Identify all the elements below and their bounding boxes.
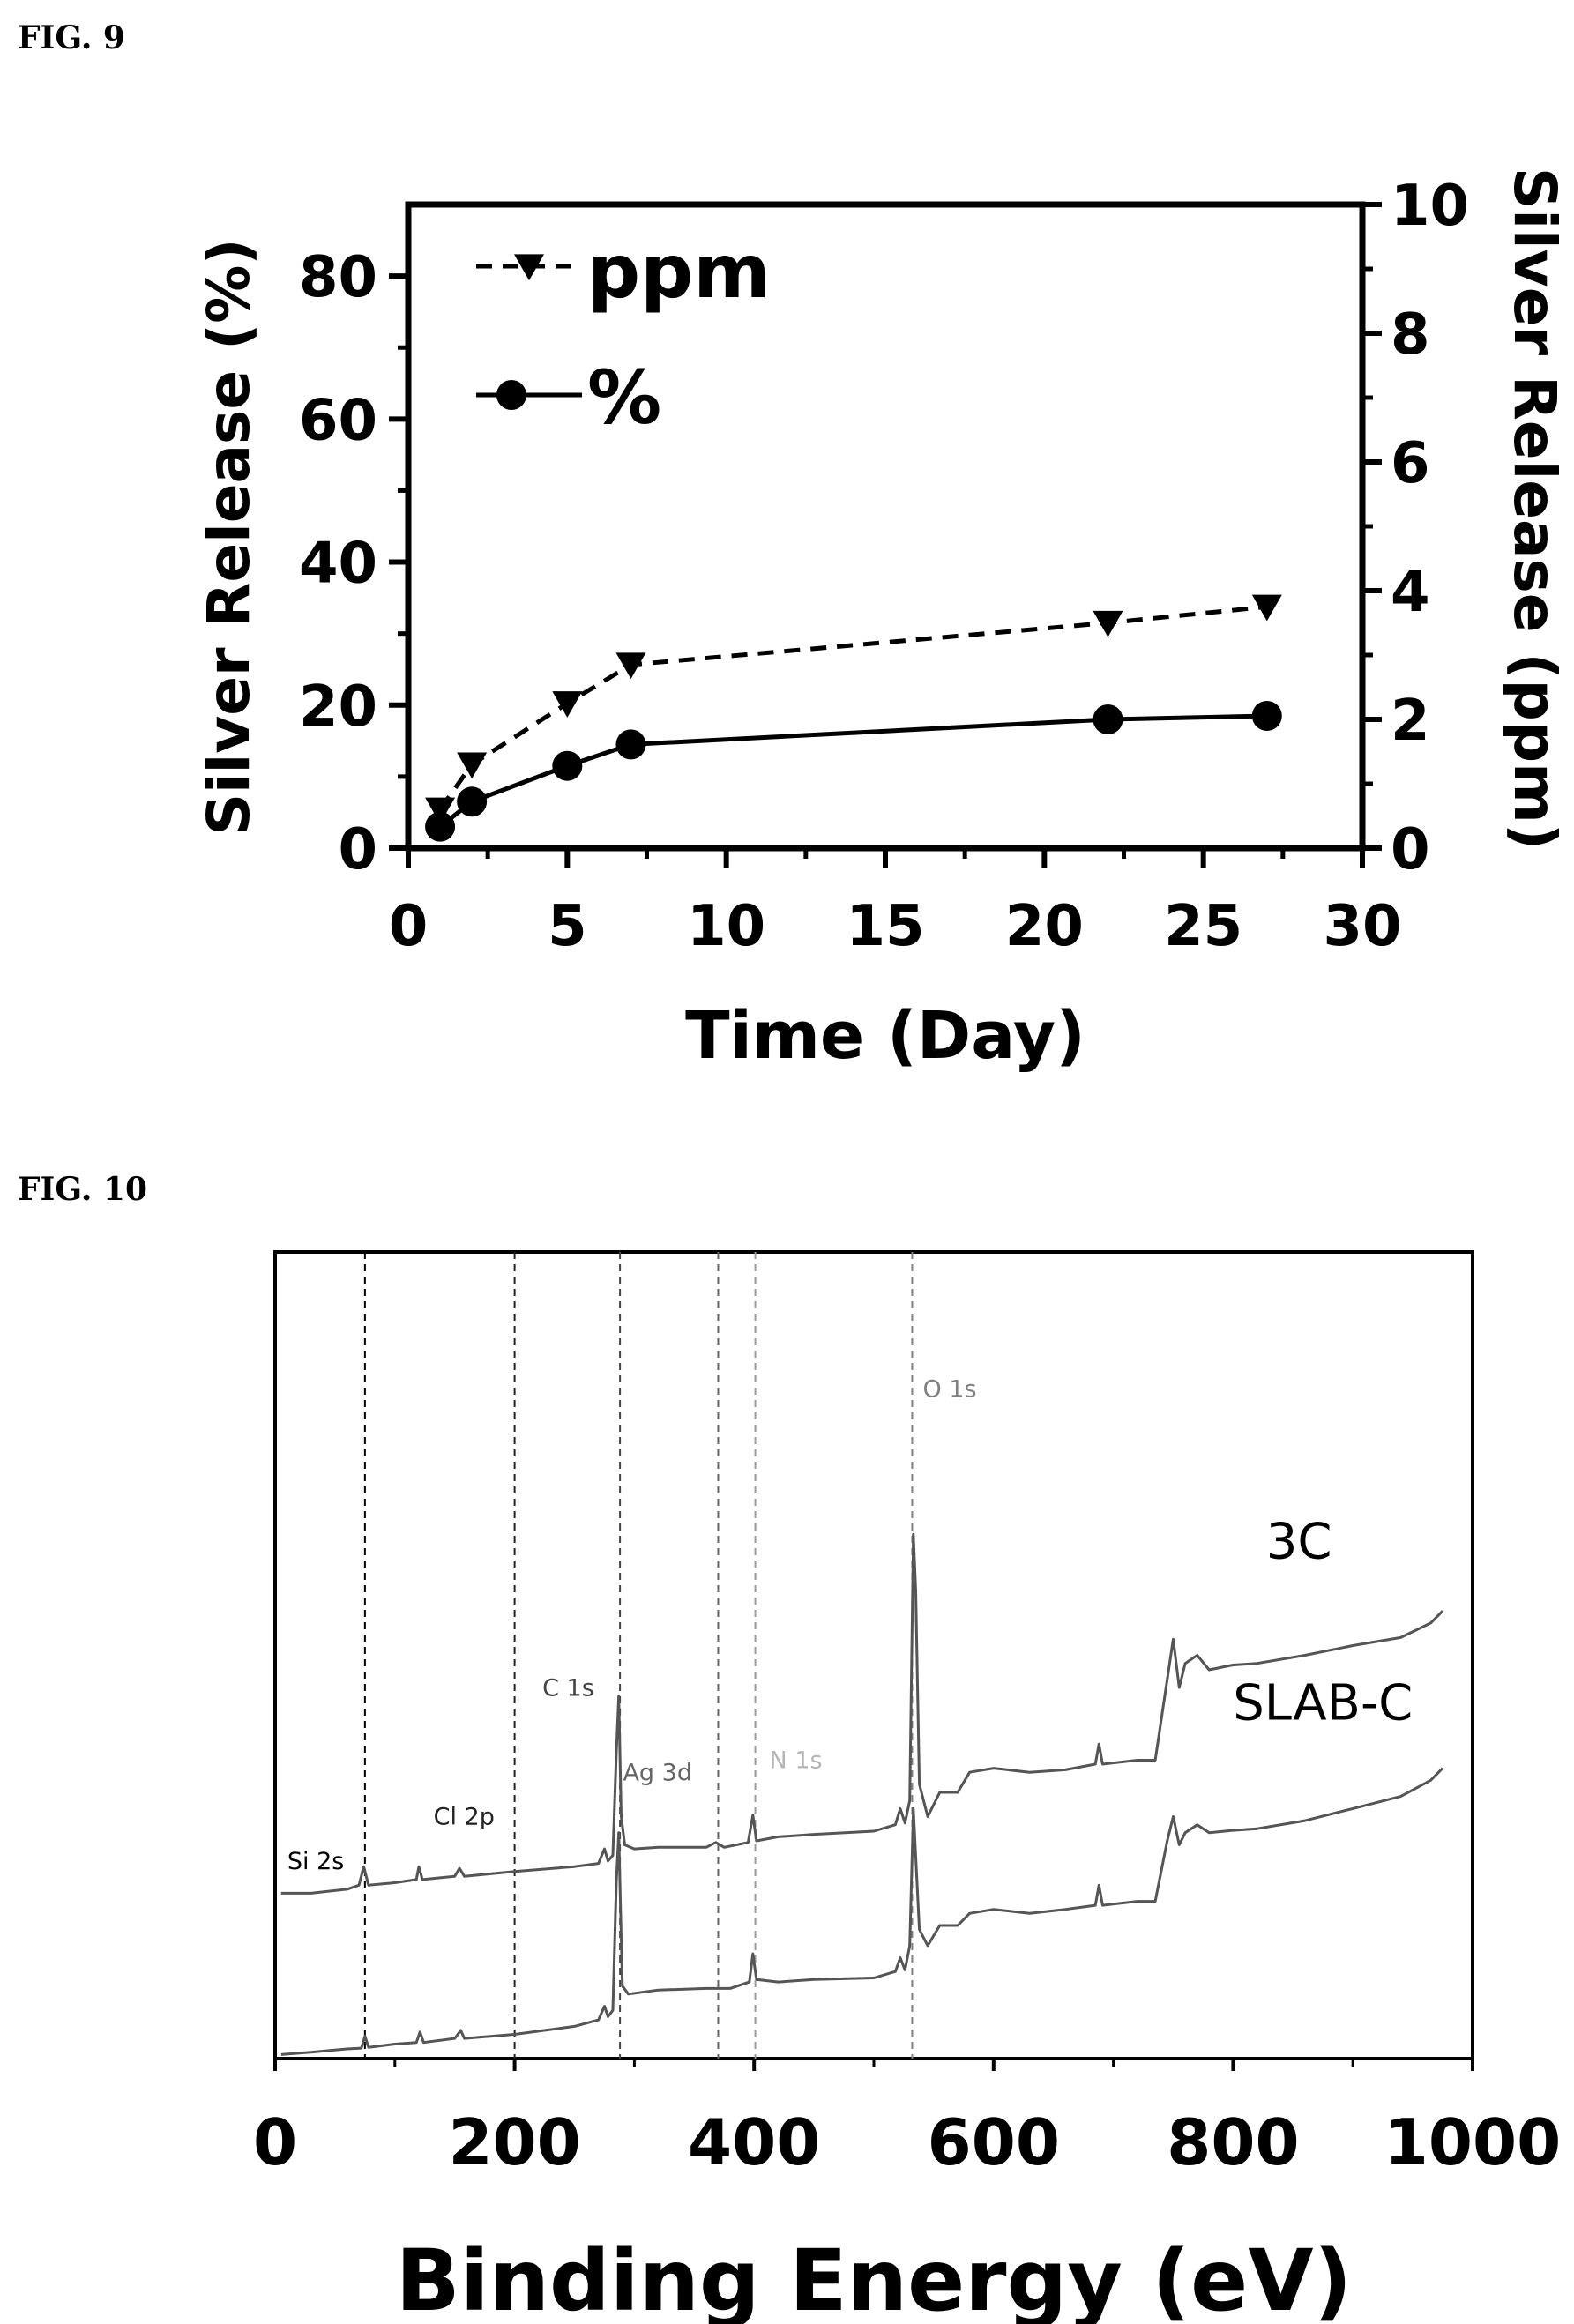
- legend-percent-label: %: [587, 354, 661, 441]
- curve-label-3c: 3C: [1266, 1514, 1332, 1571]
- ppm-point: [457, 752, 488, 779]
- x-tick-label: 400: [688, 2105, 820, 2179]
- ppm-point: [1251, 594, 1282, 622]
- figure-9-label: FIG. 9: [18, 19, 125, 56]
- x-tick-label: 200: [448, 2105, 580, 2179]
- percent-point: [1251, 700, 1282, 731]
- percent-point: [425, 811, 456, 842]
- xps-spectrum-chart: 0 200 400 600 800 1000 Binding Energy (eV) Si 2…: [253, 1250, 1561, 2324]
- x-tick-label: 1000: [1384, 2105, 1561, 2179]
- percent-point: [552, 750, 583, 781]
- x-tick-label: 5: [548, 894, 587, 959]
- ppm-point: [425, 797, 456, 824]
- x-tick-label: 10: [687, 894, 765, 959]
- y-left-tick-label: 40: [299, 532, 377, 597]
- ppm-point: [552, 691, 583, 718]
- x-tick-label: 30: [1323, 894, 1401, 959]
- x-axis-title: Time (Day): [685, 998, 1085, 1074]
- x-tick-label: 0: [253, 2105, 297, 2179]
- ppm-point: [1093, 610, 1123, 637]
- peak-label: Si 2s: [287, 1848, 344, 1875]
- x-tick-label: 20: [1005, 894, 1084, 959]
- peak-label: Cl 2p: [434, 1804, 495, 1831]
- legend-percent-marker: [496, 380, 526, 410]
- percent-point: [615, 729, 646, 760]
- y-left-tick-label: 0: [338, 817, 377, 883]
- x-tick-label: 600: [928, 2105, 1060, 2179]
- x-tick-label: 800: [1167, 2105, 1299, 2179]
- y-axis-left-title: Silver Release (%): [195, 238, 263, 835]
- percent-point: [457, 786, 488, 817]
- y-right-tick-label: 4: [1391, 560, 1430, 625]
- peak-label: O 1s: [922, 1376, 976, 1404]
- x-axis-title: Binding Energy (eV): [396, 2231, 1353, 2324]
- y-right-tick-label: 2: [1391, 689, 1430, 754]
- y-axis-right-title: Silver Release (ppm): [1501, 168, 1569, 850]
- curve-label-slab-c: SLAB-C: [1233, 1675, 1413, 1732]
- x-tick-label: 25: [1164, 894, 1242, 959]
- y-right-tick-label: 8: [1391, 302, 1430, 368]
- peak-label: Ag 3d: [623, 1759, 692, 1786]
- ppm-point: [615, 652, 646, 680]
- spectrum-3c: [280, 1532, 1444, 1895]
- y-left-tick-label: 60: [299, 388, 377, 453]
- peak-label: C 1s: [542, 1674, 594, 1702]
- figure-10-label: FIG. 10: [18, 1171, 148, 1208]
- y-left-tick-label: 80: [299, 245, 377, 310]
- percent-point: [1093, 704, 1123, 734]
- y-left-tick-label: 20: [299, 674, 377, 740]
- y-right-tick-label: 0: [1391, 817, 1430, 883]
- spectrum-slab-c: [280, 1767, 1444, 2056]
- ppm-series-line: [438, 604, 1268, 811]
- silver-release-chart: 0 5 10 15 20 25 30 0 20 40 60 80 0 2 4 6 8 10 Time (Day) Si…: [195, 168, 1569, 1074]
- x-tick-label: 15: [846, 894, 924, 959]
- x-tick-label: 0: [389, 894, 429, 959]
- y-right-tick-label: 6: [1391, 431, 1430, 496]
- y-right-tick-label: 10: [1391, 174, 1469, 239]
- legend-ppm-marker: [514, 254, 544, 281]
- legend-ppm-label: ppm: [587, 228, 771, 315]
- peak-label: N 1s: [770, 1747, 823, 1775]
- plot-frame: [273, 1250, 1474, 2060]
